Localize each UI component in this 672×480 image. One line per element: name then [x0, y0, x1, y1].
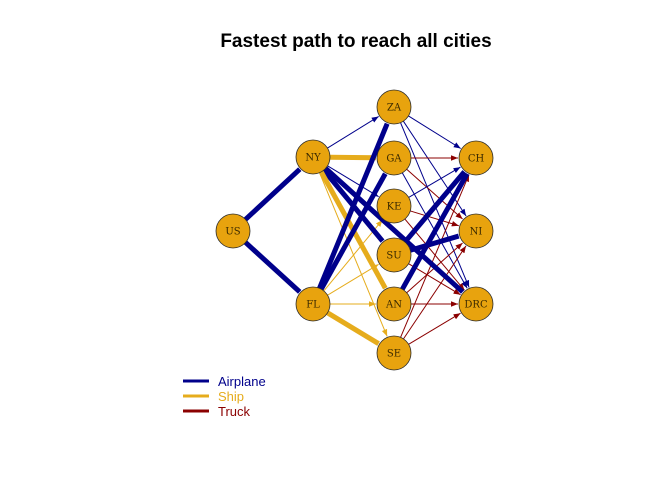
edge-fl-ga	[319, 172, 388, 291]
node-label: NI	[470, 227, 483, 238]
edge-fl-za	[317, 122, 390, 290]
node-su: SU	[376, 237, 412, 273]
node-label: US	[225, 227, 240, 238]
node-label: ZA	[387, 103, 402, 114]
node-circle	[376, 140, 412, 176]
edge-fl-se	[326, 310, 380, 346]
node-an: AN	[376, 286, 412, 322]
node-circle	[215, 213, 251, 249]
edge-se-drc	[408, 312, 461, 345]
edge-ny-ga	[329, 154, 377, 161]
node-se: SE	[376, 335, 412, 371]
node-label: CH	[468, 154, 485, 165]
edges-layer	[243, 115, 470, 346]
node-label: FL	[306, 300, 320, 311]
edge-an-ch	[400, 172, 470, 291]
node-ch: CH	[458, 140, 494, 176]
node-ny: NY	[295, 139, 331, 175]
node-label: KE	[387, 202, 402, 213]
edge-fl-su	[327, 263, 379, 296]
node-circle	[458, 286, 494, 322]
node-circle	[376, 335, 412, 371]
node-ke: KE	[376, 188, 412, 224]
legend-truck-label: Truck	[218, 404, 251, 419]
node-label: GA	[386, 154, 402, 165]
edge-za-ch	[408, 115, 461, 149]
edge-ga-ni	[406, 168, 463, 220]
edge-us-ny	[243, 167, 302, 222]
node-label: AN	[385, 300, 402, 311]
edge-su-ch	[403, 170, 467, 244]
node-us: US	[215, 213, 251, 249]
node-circle	[295, 286, 331, 322]
node-label: SE	[387, 349, 401, 360]
node-circle	[376, 188, 412, 224]
nodes-layer: US NY FL ZA GA KE SU AN SE CH NI DRC	[215, 89, 494, 371]
edge-su-drc	[408, 263, 461, 296]
node-circle	[376, 89, 412, 125]
node-label: NY	[305, 153, 321, 164]
node-circle	[376, 237, 412, 273]
node-ni: NI	[458, 213, 494, 249]
diagram-title: Fastest path to reach all cities	[220, 31, 491, 52]
edge-us-fl	[243, 240, 302, 294]
legend: Airplane Ship Truck	[183, 374, 266, 419]
edge-se-ni	[403, 245, 467, 340]
edge-ny-ke	[327, 165, 379, 198]
node-circle	[376, 286, 412, 322]
node-label: DRC	[464, 300, 488, 311]
edge-ny-za	[327, 116, 379, 149]
node-fl: FL	[295, 286, 331, 322]
edge-su-ni	[409, 233, 460, 253]
edge-ke-ch	[408, 166, 461, 198]
edge-ny-drc	[323, 166, 465, 294]
legend-airplane-label: Airplane	[218, 374, 266, 389]
edge-ke-ni	[410, 210, 459, 227]
node-drc: DRC	[458, 286, 494, 322]
node-circle	[458, 213, 494, 249]
edge-za-ni	[402, 120, 467, 217]
node-circle	[295, 139, 331, 175]
legend-ship-label: Ship	[218, 389, 244, 404]
node-circle	[458, 140, 494, 176]
edge-se-ch	[400, 174, 470, 338]
node-za: ZA	[376, 89, 412, 125]
node-label: SU	[386, 251, 401, 262]
node-ga: GA	[376, 140, 412, 176]
